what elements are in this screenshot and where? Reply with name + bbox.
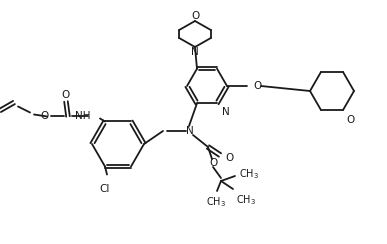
- Text: O: O: [253, 81, 261, 91]
- Text: CH$_3$: CH$_3$: [236, 193, 256, 207]
- Text: N: N: [186, 126, 194, 136]
- Text: NH: NH: [75, 112, 90, 122]
- Text: CH$_3$: CH$_3$: [206, 195, 226, 209]
- Text: N: N: [191, 47, 199, 57]
- Text: Cl: Cl: [100, 183, 110, 193]
- Text: O: O: [62, 91, 70, 101]
- Text: O: O: [225, 153, 233, 163]
- Text: O: O: [191, 11, 199, 21]
- Text: CH$_3$: CH$_3$: [239, 167, 259, 181]
- Text: O: O: [209, 158, 217, 168]
- Text: O: O: [346, 115, 354, 125]
- Text: O: O: [41, 112, 49, 122]
- Text: N: N: [222, 107, 230, 117]
